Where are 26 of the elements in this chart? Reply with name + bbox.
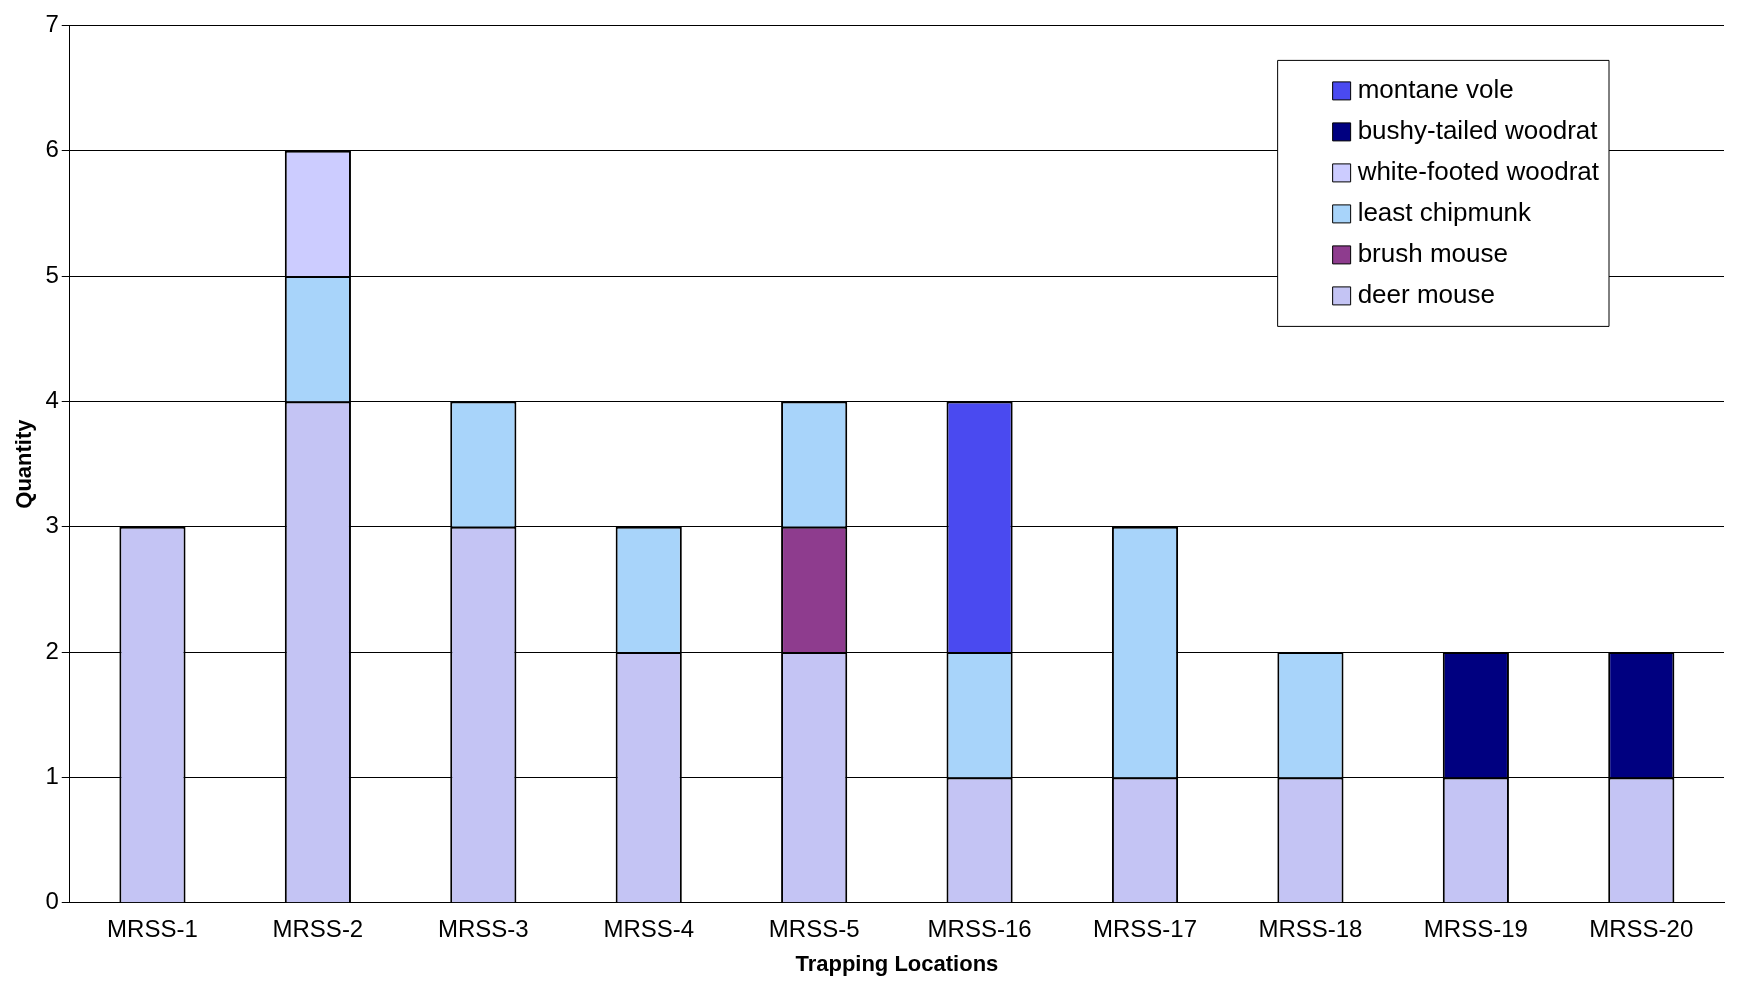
x-tick-label: MRSS-20	[1589, 914, 1694, 942]
y-tick-label: 6	[45, 135, 59, 163]
y-tick-label: 5	[45, 260, 59, 288]
legend-label: white-footed woodrat	[1356, 156, 1600, 187]
legend-label: montane vole	[1357, 74, 1514, 105]
y-axis-title: Quantity	[11, 418, 37, 509]
x-tick-label: MRSS-3	[437, 914, 529, 942]
x-tick-label: MRSS-18	[1258, 914, 1363, 942]
x-tick-label: MRSS-17	[1093, 914, 1198, 942]
x-tick-label: MRSS-4	[603, 914, 695, 942]
y-tick-label: 7	[45, 10, 59, 38]
x-tick-label: MRSS-2	[272, 914, 364, 942]
y-tick-label: 1	[45, 762, 59, 790]
y-tick-label: 2	[45, 636, 59, 664]
x-tick-label: MRSS-1	[107, 914, 198, 942]
legend-label: least chipmunk	[1357, 197, 1533, 228]
legend-label: brush mouse	[1357, 238, 1508, 269]
y-tick-label: 3	[45, 511, 59, 539]
x-tick-label: MRSS-19	[1423, 914, 1528, 942]
legend-label: bushy-tailed woodrat	[1357, 115, 1599, 146]
y-tick-label: 4	[45, 386, 59, 414]
x-axis-title: Trapping Locations	[795, 950, 999, 976]
x-tick-label: MRSS-16	[927, 914, 1032, 942]
legend-label: deer mouse	[1357, 279, 1495, 310]
y-tick-label: 0	[45, 887, 59, 915]
x-tick-label: MRSS-5	[768, 914, 860, 942]
